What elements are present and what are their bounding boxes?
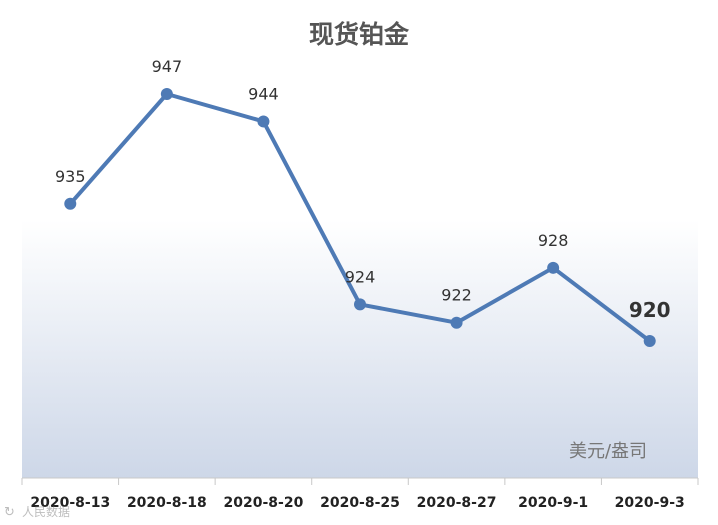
x-tick-label: 2020-9-1 — [518, 495, 588, 511]
chart-title: 现货铂金 — [309, 20, 410, 49]
x-tick-label: 2020-8-18 — [127, 495, 207, 511]
x-tick-label: 2020-8-20 — [224, 495, 304, 511]
x-tick-label: 2020-8-27 — [417, 495, 497, 511]
data-point — [257, 115, 270, 128]
x-axis-ticks — [21, 478, 699, 485]
data-point — [643, 335, 656, 347]
data-labels: 935 947 944 924 922 928 920 — [55, 57, 671, 322]
data-points — [64, 88, 656, 347]
data-label: 928 — [538, 231, 569, 250]
x-tick-label: 2020-8-13 — [30, 495, 110, 511]
data-label: 924 — [345, 267, 376, 286]
data-label: 922 — [441, 286, 472, 305]
data-point — [64, 197, 77, 210]
x-tick-label: 2020-9-3 — [615, 495, 685, 511]
data-label: 944 — [248, 84, 279, 103]
data-label: 935 — [55, 167, 86, 186]
x-tick-label: 2020-8-25 — [320, 495, 400, 511]
data-point — [160, 88, 173, 100]
watermark-swirl-icon: ↻ — [4, 505, 15, 520]
plot-background — [22, 220, 698, 478]
watermark-logo: ↻ 人民数据 — [4, 504, 70, 520]
unit-label: 美元/盎司 — [569, 441, 647, 462]
data-label: 947 — [152, 57, 183, 76]
data-label: 920 — [629, 298, 671, 322]
x-axis-labels: 2020-8-13 2020-8-18 2020-8-20 2020-8-25 2020… — [30, 495, 684, 511]
data-point — [450, 316, 463, 329]
watermark-text: 人民数据 — [22, 504, 70, 519]
data-point — [354, 298, 366, 311]
data-point — [547, 261, 560, 274]
